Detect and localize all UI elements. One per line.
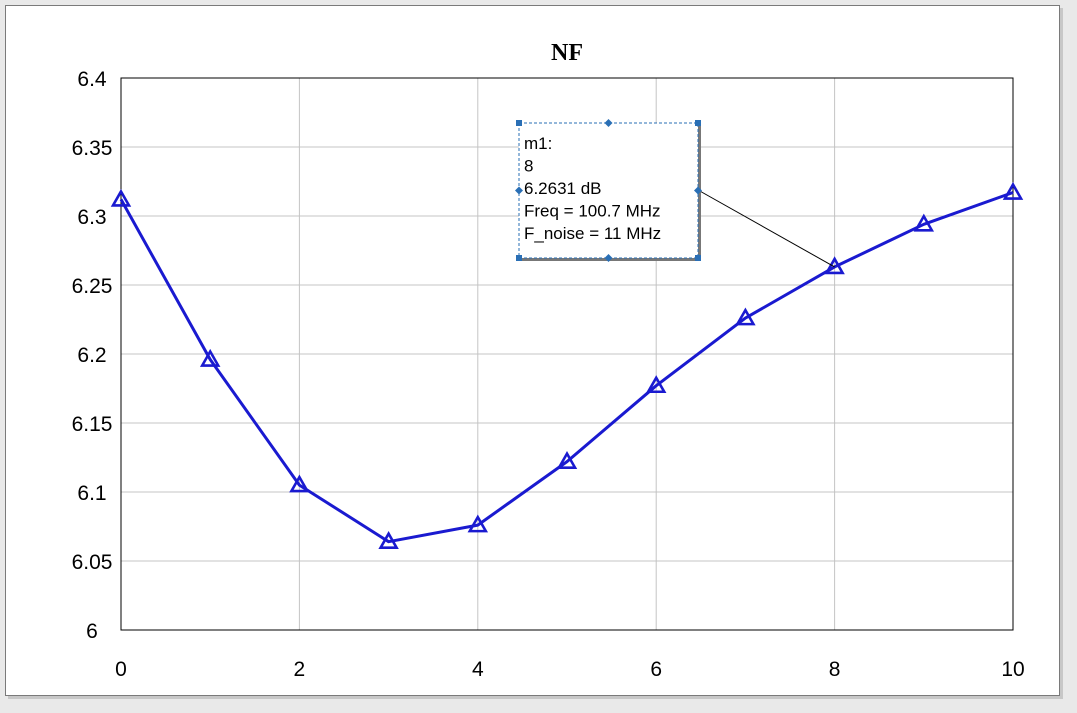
x-tick-label: 4 xyxy=(472,658,484,681)
y-tick-label: 6.05 xyxy=(72,551,113,574)
resize-handle[interactable] xyxy=(516,120,522,126)
data-point-marker xyxy=(824,256,845,275)
data-point-marker xyxy=(556,451,578,469)
y-tick-labels: 6 6.05 6.1 6.15 6.2 6.25 6.3 6.35 6.4 xyxy=(72,68,113,643)
x-tick-labels: 0 2 4 6 8 10 xyxy=(115,658,1025,681)
resize-handle[interactable] xyxy=(695,120,701,126)
resize-handle[interactable] xyxy=(515,186,523,195)
resize-handle[interactable] xyxy=(604,119,613,127)
resize-handle[interactable] xyxy=(516,255,522,261)
x-tick-label: 0 xyxy=(115,658,127,681)
data-point-marker xyxy=(1002,181,1024,200)
y-tick-label: 6.2 xyxy=(77,344,106,367)
y-tick-label: 6.15 xyxy=(72,413,113,436)
y-tick-label: 6.3 xyxy=(77,206,106,229)
data-point-marker xyxy=(378,531,399,549)
marker-annotation[interactable]: m1: 8 6.2631 dB Freq = 100.7 MHz F_noise = 1… xyxy=(515,119,835,268)
data-point-marker xyxy=(467,514,489,533)
data-point-marker xyxy=(913,213,935,232)
marker-text-line: m1: xyxy=(524,134,552,153)
marker-text-line: F_noise = 11 MHz xyxy=(524,224,661,243)
x-tick-label: 6 xyxy=(650,658,662,681)
plot-area-border xyxy=(120,77,1014,631)
resize-handle[interactable] xyxy=(604,254,613,262)
x-tick-label: 10 xyxy=(1001,658,1024,681)
y-tick-label: 6.25 xyxy=(72,275,113,298)
y-tick-label: 6.1 xyxy=(77,482,106,505)
resize-handle[interactable] xyxy=(695,255,701,261)
resize-handle[interactable] xyxy=(694,186,702,195)
chart-frame xyxy=(5,5,1060,696)
x-tick-label: 8 xyxy=(829,658,841,681)
data-point-marker xyxy=(199,348,221,367)
series-layer xyxy=(110,181,1024,549)
y-tick-label: 6.4 xyxy=(77,68,107,91)
series-line xyxy=(119,191,1014,544)
marker-leader-line xyxy=(697,189,835,268)
data-point-marker xyxy=(289,474,310,493)
chart-title: NF xyxy=(551,40,583,66)
y-tick-label: 6.35 xyxy=(72,137,113,160)
data-point-marker xyxy=(645,375,667,394)
marker-text-line: Freq = 100.7 MHz xyxy=(524,202,661,221)
data-point-marker xyxy=(735,307,756,326)
x-tick-label: 2 xyxy=(294,658,306,681)
marker-text-line: 8 xyxy=(524,157,533,176)
marker-text-line: 6.2631 dB xyxy=(524,179,602,198)
y-tick-label: 6 xyxy=(86,620,98,643)
data-point-marker xyxy=(110,188,132,207)
